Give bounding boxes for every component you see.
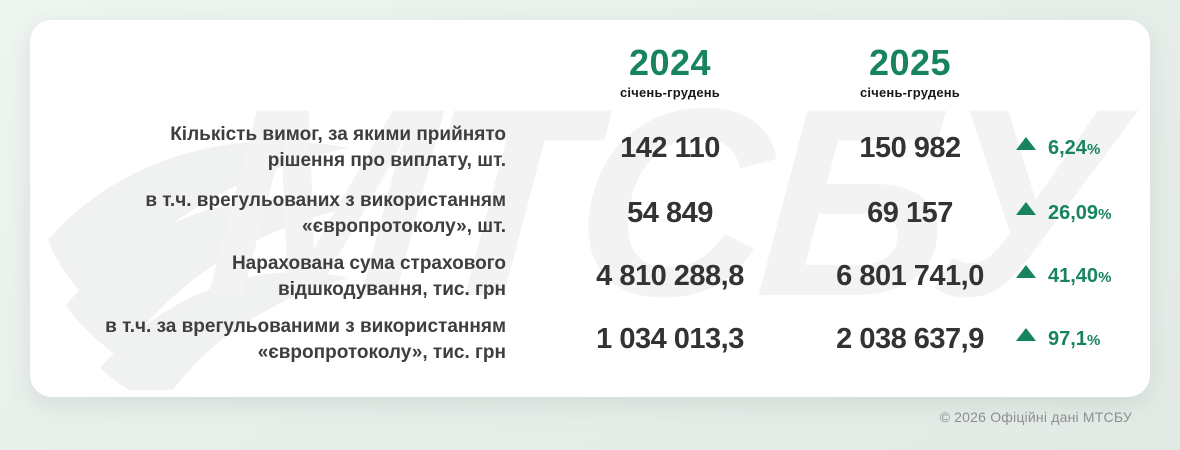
delta-cell: 26,09% bbox=[1000, 182, 1150, 245]
value-2024-cell: 142 110 bbox=[520, 114, 820, 182]
delta-percent: 26,09% bbox=[1048, 202, 1111, 225]
value-2025: 2 038 637,9 bbox=[836, 323, 984, 355]
table-row-label: в т.ч. врегульованих з використанням «єв… bbox=[60, 182, 520, 245]
year-2025: 2025 bbox=[868, 42, 952, 83]
delta-value: 6,24 bbox=[1048, 136, 1087, 159]
value-2025: 69 157 bbox=[867, 197, 953, 229]
delta-cell: 6,24% bbox=[1000, 114, 1150, 182]
delta-value: 97,1 bbox=[1048, 328, 1087, 350]
value-2024: 1 034 013,3 bbox=[596, 323, 744, 355]
triangle-up-icon bbox=[1016, 265, 1036, 278]
delta-percent: 6,24% bbox=[1048, 137, 1100, 160]
value-2025-cell: 69 157 bbox=[820, 182, 1000, 245]
column-header-2024: 2024 січень-грудень bbox=[520, 20, 820, 114]
percent-sign: % bbox=[1098, 269, 1112, 286]
year-2024: 2024 bbox=[628, 42, 712, 83]
column-header-2025: 2025 січень-грудень bbox=[820, 20, 1000, 114]
period-2024: січень-грудень bbox=[619, 84, 720, 100]
stats-card: МТСБУ 2024 січень-грудень 2025 січень-гр… bbox=[30, 20, 1150, 397]
delta-cell: 97,1% bbox=[1000, 308, 1150, 371]
delta-cell: 41,40% bbox=[1000, 245, 1150, 308]
row-label-text: Нарахована сума страхового відшкодування… bbox=[231, 252, 506, 300]
value-2025-cell: 2 038 637,9 bbox=[820, 308, 1000, 371]
stats-table: 2024 січень-грудень 2025 січень-грудень … bbox=[30, 20, 1150, 397]
delta-value: 41,40 bbox=[1048, 265, 1099, 287]
percent-sign: % bbox=[1086, 332, 1101, 349]
delta-value: 26,09 bbox=[1048, 202, 1099, 224]
value-2024-cell: 4 810 288,8 bbox=[520, 245, 820, 308]
value-2025-cell: 6 801 741,0 bbox=[820, 245, 1000, 308]
row-label-text: Кількість вимог, за якими прийнято рішен… bbox=[170, 124, 506, 171]
table-row-label: в т.ч. за врегульованими з використанням… bbox=[60, 308, 520, 371]
delta-percent: 41,40% bbox=[1048, 265, 1111, 288]
triangle-up-icon bbox=[1016, 328, 1036, 341]
triangle-up-icon bbox=[1016, 202, 1036, 215]
header-spacer-delta bbox=[1000, 20, 1150, 114]
value-2025: 150 982 bbox=[859, 131, 961, 164]
table-row-label: Нарахована сума страхового відшкодування… bbox=[60, 245, 520, 308]
value-2024-cell: 54 849 bbox=[520, 182, 820, 245]
value-2025: 6 801 741,0 bbox=[836, 260, 984, 292]
table-row-label: Кількість вимог, за якими прийнято рішен… bbox=[60, 114, 520, 182]
value-2024-cell: 1 034 013,3 bbox=[520, 308, 820, 371]
row-label-text: в т.ч. врегульованих з використанням «єв… bbox=[145, 189, 506, 237]
header-spacer bbox=[60, 20, 520, 114]
copyright-note: © 2026 Офіційні дані МТСБУ bbox=[939, 409, 1132, 425]
percent-sign: % bbox=[1086, 140, 1101, 158]
period-2025: січень-грудень bbox=[859, 84, 960, 100]
delta-percent: 97,1% bbox=[1048, 328, 1100, 351]
row-label-text: в т.ч. за врегульованими з використанням… bbox=[105, 315, 506, 363]
value-2025-cell: 150 982 bbox=[820, 114, 1000, 182]
value-2024: 54 849 bbox=[627, 197, 713, 229]
value-2024: 4 810 288,8 bbox=[596, 260, 744, 292]
value-2024: 142 110 bbox=[620, 131, 720, 164]
triangle-up-icon bbox=[1016, 136, 1036, 150]
percent-sign: % bbox=[1098, 206, 1112, 223]
